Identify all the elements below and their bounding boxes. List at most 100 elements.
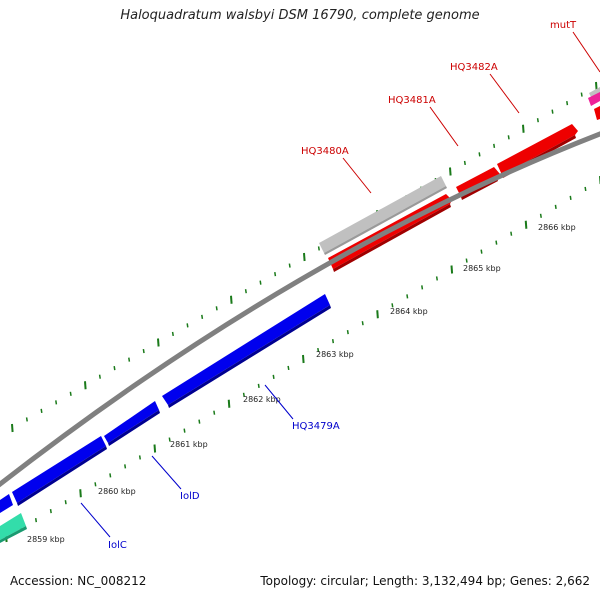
major-tick xyxy=(227,399,231,408)
minor-tick xyxy=(142,348,145,354)
gene-iolc[interactable] xyxy=(12,436,106,503)
minor-tick xyxy=(64,500,67,505)
gray-feature-track xyxy=(319,87,600,255)
leader-hq3482a xyxy=(489,73,520,114)
gene-label-hq3480a[interactable]: HQ3480A xyxy=(301,146,349,157)
gene-hq3480a-edge xyxy=(333,204,451,272)
minor-tick xyxy=(495,240,498,245)
minor-tick xyxy=(198,419,201,424)
minor-tick xyxy=(510,231,513,236)
gene-hq3479a-edge xyxy=(168,305,331,408)
minor-tick xyxy=(183,428,186,433)
major-tick xyxy=(522,124,525,133)
major-tick xyxy=(595,81,598,91)
gene-hq3482a[interactable] xyxy=(497,124,578,175)
minor-tick xyxy=(493,143,496,148)
minor-tick xyxy=(274,271,277,277)
major-tick xyxy=(303,252,306,262)
major-tick xyxy=(84,381,87,390)
minor-tick xyxy=(25,417,28,422)
minor-tick xyxy=(244,289,247,294)
minor-tick xyxy=(287,365,290,371)
minor-tick xyxy=(69,391,72,396)
major-tick xyxy=(450,265,454,274)
leader-hq3479a xyxy=(264,384,294,420)
green-feature[interactable] xyxy=(0,513,26,540)
scale-label: 2862 kbp xyxy=(243,395,281,404)
genome-summary-text: Topology: circular; Length: 3,132,494 bp… xyxy=(260,574,590,588)
scale-label: 2860 kbp xyxy=(98,487,136,496)
minor-tick xyxy=(113,366,116,371)
gene-hq3479a[interactable] xyxy=(162,294,330,405)
minor-tick xyxy=(465,258,468,263)
minor-tick xyxy=(317,347,320,353)
minor-tick xyxy=(580,92,583,97)
leader-iold xyxy=(151,455,182,490)
gene-label-iold[interactable]: IolD xyxy=(180,491,200,502)
major-tick xyxy=(79,489,82,498)
minor-tick xyxy=(554,204,557,209)
minor-tick xyxy=(346,330,349,335)
minor-tick xyxy=(128,357,131,362)
gray-feature[interactable] xyxy=(319,176,446,253)
leader-hq3481a xyxy=(429,106,459,147)
gene-left-partial[interactable] xyxy=(0,494,13,513)
major-tick xyxy=(157,338,160,347)
pink-feature[interactable] xyxy=(588,92,600,106)
minor-tick xyxy=(34,517,38,523)
minor-tick xyxy=(215,306,218,311)
minor-tick xyxy=(201,314,204,319)
minor-tick xyxy=(566,100,569,106)
minor-tick xyxy=(536,118,539,123)
genome-title: Haloquadratum walsbyi DSM 16790, complet… xyxy=(120,8,480,23)
minor-tick xyxy=(539,213,542,218)
minor-tick xyxy=(213,410,216,415)
minor-tick xyxy=(94,482,97,487)
gene-label-mutt[interactable]: mutT xyxy=(550,20,577,31)
minor-tick xyxy=(361,321,364,326)
leader-iolc xyxy=(80,502,111,538)
minor-tick xyxy=(391,303,394,308)
minor-tick xyxy=(259,280,262,285)
major-tick xyxy=(230,295,233,304)
forward-gene-track xyxy=(328,106,600,272)
gene-muttt[interactable] xyxy=(594,106,600,120)
gene-label-iolc[interactable]: IolC xyxy=(108,540,127,551)
major-tick xyxy=(302,354,305,364)
gene-iolc-edge xyxy=(17,446,107,506)
minor-tick xyxy=(331,338,335,344)
gene-iold-edge xyxy=(108,410,160,446)
genome-backbone xyxy=(0,131,600,488)
minor-tick xyxy=(40,408,43,414)
major-tick xyxy=(524,220,528,229)
minor-tick xyxy=(551,109,554,114)
scale-labels: 2859 kbp 2860 kbp 2861 kbp 2862 kbp 2863… xyxy=(27,223,576,544)
minor-tick xyxy=(435,276,438,281)
scale-label: 2866 kbp xyxy=(538,223,576,232)
gene-iold[interactable] xyxy=(104,401,159,443)
minor-tick xyxy=(55,400,58,405)
minor-tick xyxy=(317,246,320,251)
minor-tick xyxy=(463,160,466,166)
minor-tick xyxy=(421,285,424,290)
minor-tick xyxy=(124,464,127,469)
minor-tick xyxy=(98,374,101,379)
green-feature-edge xyxy=(0,526,27,543)
leader-lines xyxy=(80,31,600,538)
major-tick xyxy=(11,423,14,433)
major-tick xyxy=(449,167,452,176)
gene-label-hq3482a[interactable]: HQ3482A xyxy=(450,62,498,73)
leader-mutt xyxy=(572,31,600,73)
minor-tick xyxy=(584,186,587,192)
outer-tick-ring xyxy=(11,81,598,433)
minor-tick xyxy=(49,509,52,514)
gene-label-hq3481a[interactable]: HQ3481A xyxy=(388,95,436,106)
accession-text: Accession: NC_008212 xyxy=(10,574,147,588)
minor-tick xyxy=(186,323,189,328)
minor-tick xyxy=(272,374,275,380)
minor-tick xyxy=(480,249,483,254)
minor-tick xyxy=(478,152,481,157)
gene-label-hq3479a[interactable]: HQ3479A xyxy=(292,421,340,432)
